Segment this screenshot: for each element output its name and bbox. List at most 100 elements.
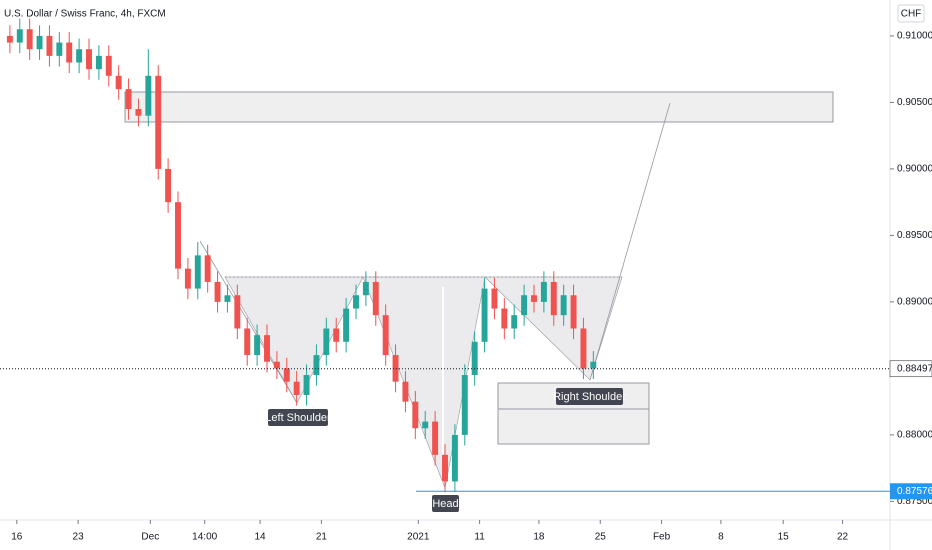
x-tick-label: 18 xyxy=(533,532,545,543)
y-tick-label: 0.90000 xyxy=(897,164,932,175)
candle-body xyxy=(204,255,211,282)
y-tick-label: 0.89500 xyxy=(897,230,932,241)
candle-body xyxy=(540,281,547,302)
price-label-box xyxy=(889,360,932,378)
candle-body xyxy=(372,281,379,316)
candle-body xyxy=(481,288,488,342)
x-tick-label: 16 xyxy=(11,532,23,543)
candle-body xyxy=(105,55,112,76)
candle-body xyxy=(234,295,241,329)
candle-body xyxy=(303,375,310,395)
candle-body xyxy=(46,35,53,56)
x-tick-label: 25 xyxy=(595,532,607,543)
y-tick-label: 0.91000 xyxy=(897,31,932,42)
candle-body xyxy=(313,355,320,376)
y-tick-label: 0.87500 xyxy=(897,496,932,507)
candle-body xyxy=(382,315,389,356)
annotations: Left Shoulder Head Right Shoulder xyxy=(265,388,626,512)
x-tick-label: 11 xyxy=(474,532,485,543)
candle-body xyxy=(95,55,102,70)
candle-body xyxy=(175,202,181,269)
candle-body xyxy=(36,35,43,50)
candle-body xyxy=(353,295,359,309)
candle-body xyxy=(26,29,33,50)
candle-body xyxy=(461,375,468,435)
x-tick-label: 23 xyxy=(73,532,85,543)
x-tick-label: 22 xyxy=(837,532,849,543)
candle-body xyxy=(214,281,221,302)
annotation: Left Shoulder xyxy=(265,412,331,424)
x-tick-label: 2021 xyxy=(407,532,430,543)
candle-body xyxy=(293,381,300,395)
candle-body xyxy=(412,401,419,429)
resistance-zone xyxy=(124,91,834,123)
candle-body xyxy=(273,361,280,369)
candle-body xyxy=(343,308,350,342)
candle-body xyxy=(16,29,23,43)
candle-body xyxy=(521,295,528,316)
target-line xyxy=(589,102,671,381)
chart-title: U.S. Dollar / Swiss Franc, 4h, FXCM xyxy=(4,9,166,20)
candle-body xyxy=(66,42,73,63)
trend-line xyxy=(199,240,298,404)
candle-body xyxy=(6,35,13,43)
candle-body xyxy=(432,421,439,455)
candle-body xyxy=(283,368,290,382)
candle-body xyxy=(254,335,261,356)
x-tick-label: 8 xyxy=(718,532,724,543)
candle-body xyxy=(244,328,251,356)
candle-body xyxy=(194,255,201,289)
candle-body xyxy=(501,308,508,329)
x-tick-label: 15 xyxy=(778,532,790,543)
candle-body xyxy=(264,335,270,362)
price-label: 0.88497 xyxy=(897,363,932,374)
candle-body xyxy=(165,168,172,203)
x-tick-label: Dec xyxy=(141,532,159,543)
x-tick-label: 14:00 xyxy=(192,532,217,543)
candle-body xyxy=(125,89,132,110)
candle-body xyxy=(471,341,478,376)
drawings xyxy=(124,91,834,490)
candle-body xyxy=(442,454,448,482)
candle-body xyxy=(590,361,597,369)
x-tick-label: Feb xyxy=(653,532,671,543)
candles xyxy=(6,18,597,493)
candle-body xyxy=(145,75,152,116)
candle-body xyxy=(115,75,122,90)
candle-body xyxy=(511,315,518,329)
candle-body xyxy=(333,328,340,342)
x-tick-label: 14 xyxy=(255,532,267,543)
price-label: 0.87576 xyxy=(897,486,932,497)
candle-body xyxy=(323,328,330,356)
currency: CHF xyxy=(901,9,922,20)
candle-body xyxy=(392,355,399,382)
y-tick-label: 0.88000 xyxy=(897,430,932,441)
annotation-box xyxy=(268,409,328,426)
candle-body xyxy=(184,268,191,289)
candle-body xyxy=(224,295,231,302)
candle-body xyxy=(422,421,429,429)
candle-body xyxy=(155,75,162,169)
y-tick-label: 0.89000 xyxy=(897,297,932,308)
candle-body xyxy=(451,434,458,482)
y-tick-label: 0.90500 xyxy=(897,97,932,108)
annotation-box xyxy=(432,495,459,512)
candle-body xyxy=(550,281,557,316)
candle-body xyxy=(531,295,537,302)
price-label-box xyxy=(890,483,932,500)
candle-body xyxy=(135,109,142,116)
candle-body xyxy=(362,281,369,296)
candle-body xyxy=(491,288,498,309)
candle-body xyxy=(56,42,63,56)
currency-box xyxy=(897,4,925,23)
annotation-box xyxy=(556,388,623,405)
candle-body xyxy=(86,49,92,70)
candle-body xyxy=(570,295,577,329)
candle-body xyxy=(560,295,567,316)
candle-body xyxy=(580,328,587,369)
x-tick-label: 21 xyxy=(316,532,328,543)
candle-body xyxy=(402,381,409,402)
annotation: Right Shoulder xyxy=(553,391,626,403)
